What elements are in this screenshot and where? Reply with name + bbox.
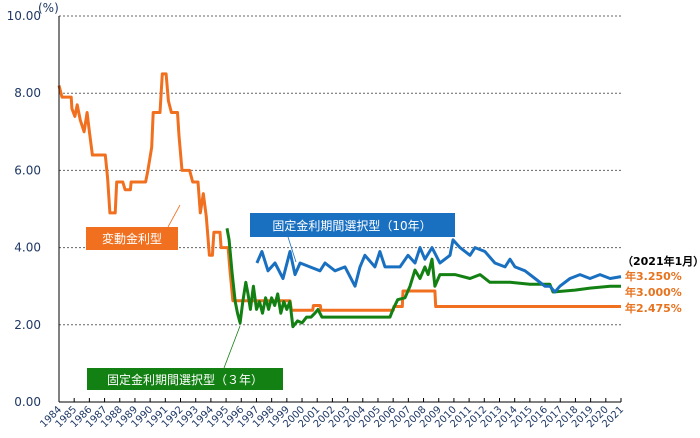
y-tick-label: 8.00 [14,86,41,100]
axes [58,16,621,403]
floating-label: 変動金利型 [102,231,162,246]
annotation-floating-rate: 年2.475% [625,301,682,315]
y-tick-label: 6.00 [14,163,41,177]
y-axis-unit: (%) [38,1,59,15]
series-lines [57,72,622,329]
fixed3-leader-line [223,325,241,369]
annotation-fixed10-rate: 年3.250% [625,269,682,283]
fixed3-label-box [87,368,283,390]
x-axis-ticks: 1984198519861987198819891990199119921993… [38,398,626,430]
fixed10-leader-line [287,236,297,263]
y-tick-label: 2.00 [14,318,41,332]
annotation-fixed3-rate: 年3.000% [625,285,682,299]
fixed10-label: 固定金利期間選択型（10年） [272,218,431,233]
fixed10-label-box [250,213,455,237]
series-line-1 [225,228,621,329]
series-line-0 [57,72,621,312]
fixed3-label: 固定金利期間選択型（３年） [107,372,263,387]
y-tick-label: 10.00 [7,9,41,23]
annotation-date: （2021年1月） [622,254,700,268]
y-tick-label: 4.00 [14,241,41,255]
y-axis-ticks: 0.00 2.00 4.00 6.00 8.00 10.00 [7,9,41,409]
y-tick-label: 0.00 [14,395,41,409]
floating-leader-line [167,204,181,228]
series-line-2 [255,238,622,294]
floating-label-box [86,227,178,250]
